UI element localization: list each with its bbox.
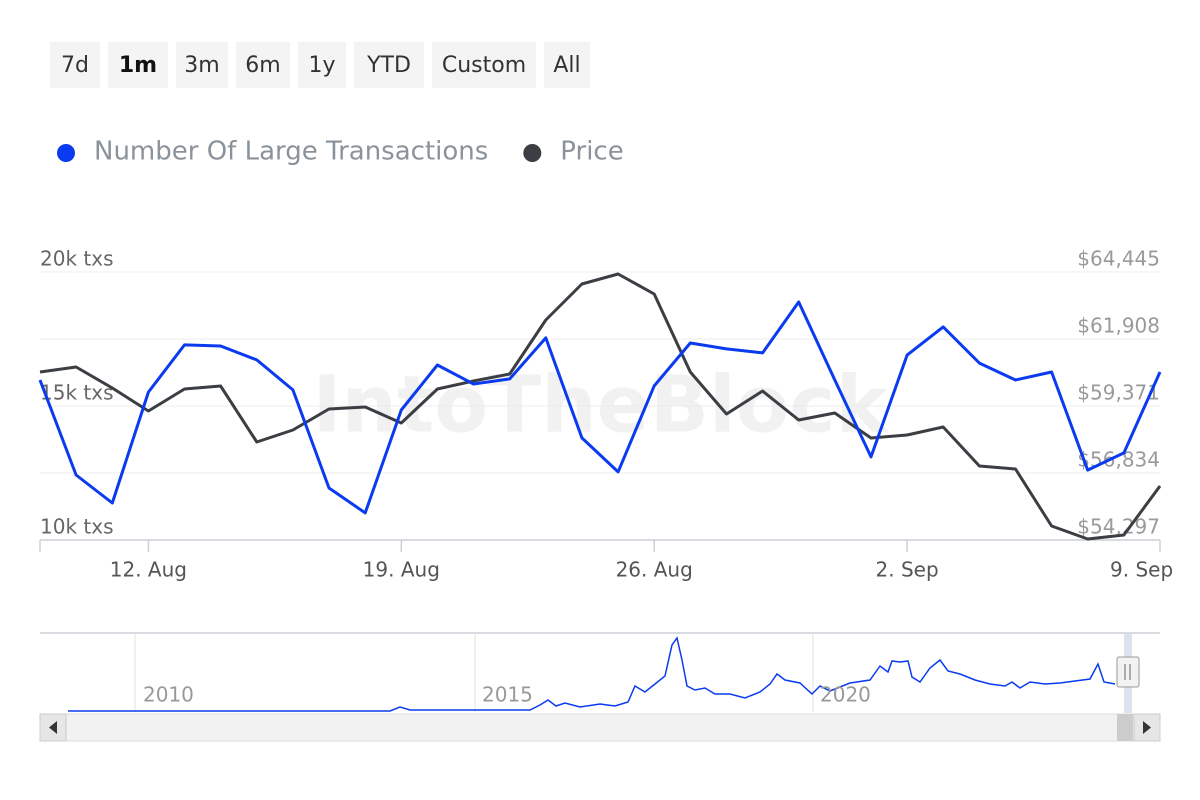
arrow-right (1143, 721, 1151, 734)
range-button-label[interactable]: YTD (366, 53, 411, 78)
legend-label[interactable]: Number Of Large Transactions (94, 137, 488, 167)
range-button[interactable] (298, 42, 346, 88)
navigator-series (68, 636, 1116, 712)
series-line (39, 272, 1162, 541)
range-button-label[interactable]: 1y (308, 53, 335, 78)
scrollbar-thumb[interactable] (1117, 714, 1133, 741)
range-button-label[interactable]: 3m (184, 53, 219, 78)
range-button[interactable] (544, 42, 590, 88)
watermark: IntoTheBlock (313, 360, 890, 450)
range-button-label[interactable]: 6m (245, 53, 280, 78)
arrow-left (49, 721, 57, 734)
navigator-handle[interactable] (1116, 656, 1140, 688)
y-tick-label: 10k txs (40, 515, 114, 539)
navigator-label: 2015 (482, 683, 533, 707)
y-tick-label: 20k txs (40, 247, 114, 271)
range-button[interactable] (236, 42, 290, 88)
range-button[interactable] (354, 42, 424, 88)
x-tick-label: 12. Aug (110, 558, 187, 582)
y-tick-label: 15k txs (40, 381, 114, 405)
range-button-label[interactable]: 1m (119, 53, 157, 78)
series-line (38, 300, 1162, 515)
range-button[interactable] (176, 42, 228, 88)
legend-marker[interactable] (523, 144, 542, 162)
x-tick-label: 2. Sep (876, 558, 939, 582)
x-tick-label: 26. Aug (616, 558, 693, 582)
navigator-label: 2010 (143, 683, 194, 707)
range-button-label[interactable]: 7d (61, 53, 89, 78)
x-tick-label: 9. Sep (1110, 558, 1173, 582)
legend-marker[interactable] (57, 144, 75, 162)
range-button[interactable] (50, 42, 100, 88)
navigator-label: 2020 (820, 683, 871, 707)
legend-label[interactable]: Price (560, 137, 623, 167)
x-tick-label: 19. Aug (363, 558, 440, 582)
y2-tick-label: $61,908 (1077, 314, 1160, 338)
range-button[interactable] (108, 42, 168, 88)
range-button[interactable] (432, 42, 536, 88)
scrollbar-track[interactable] (39, 713, 1161, 742)
y2-tick-label: $64,445 (1077, 247, 1160, 271)
range-button-label[interactable]: All (553, 53, 580, 78)
range-button-label[interactable]: Custom (442, 53, 526, 78)
